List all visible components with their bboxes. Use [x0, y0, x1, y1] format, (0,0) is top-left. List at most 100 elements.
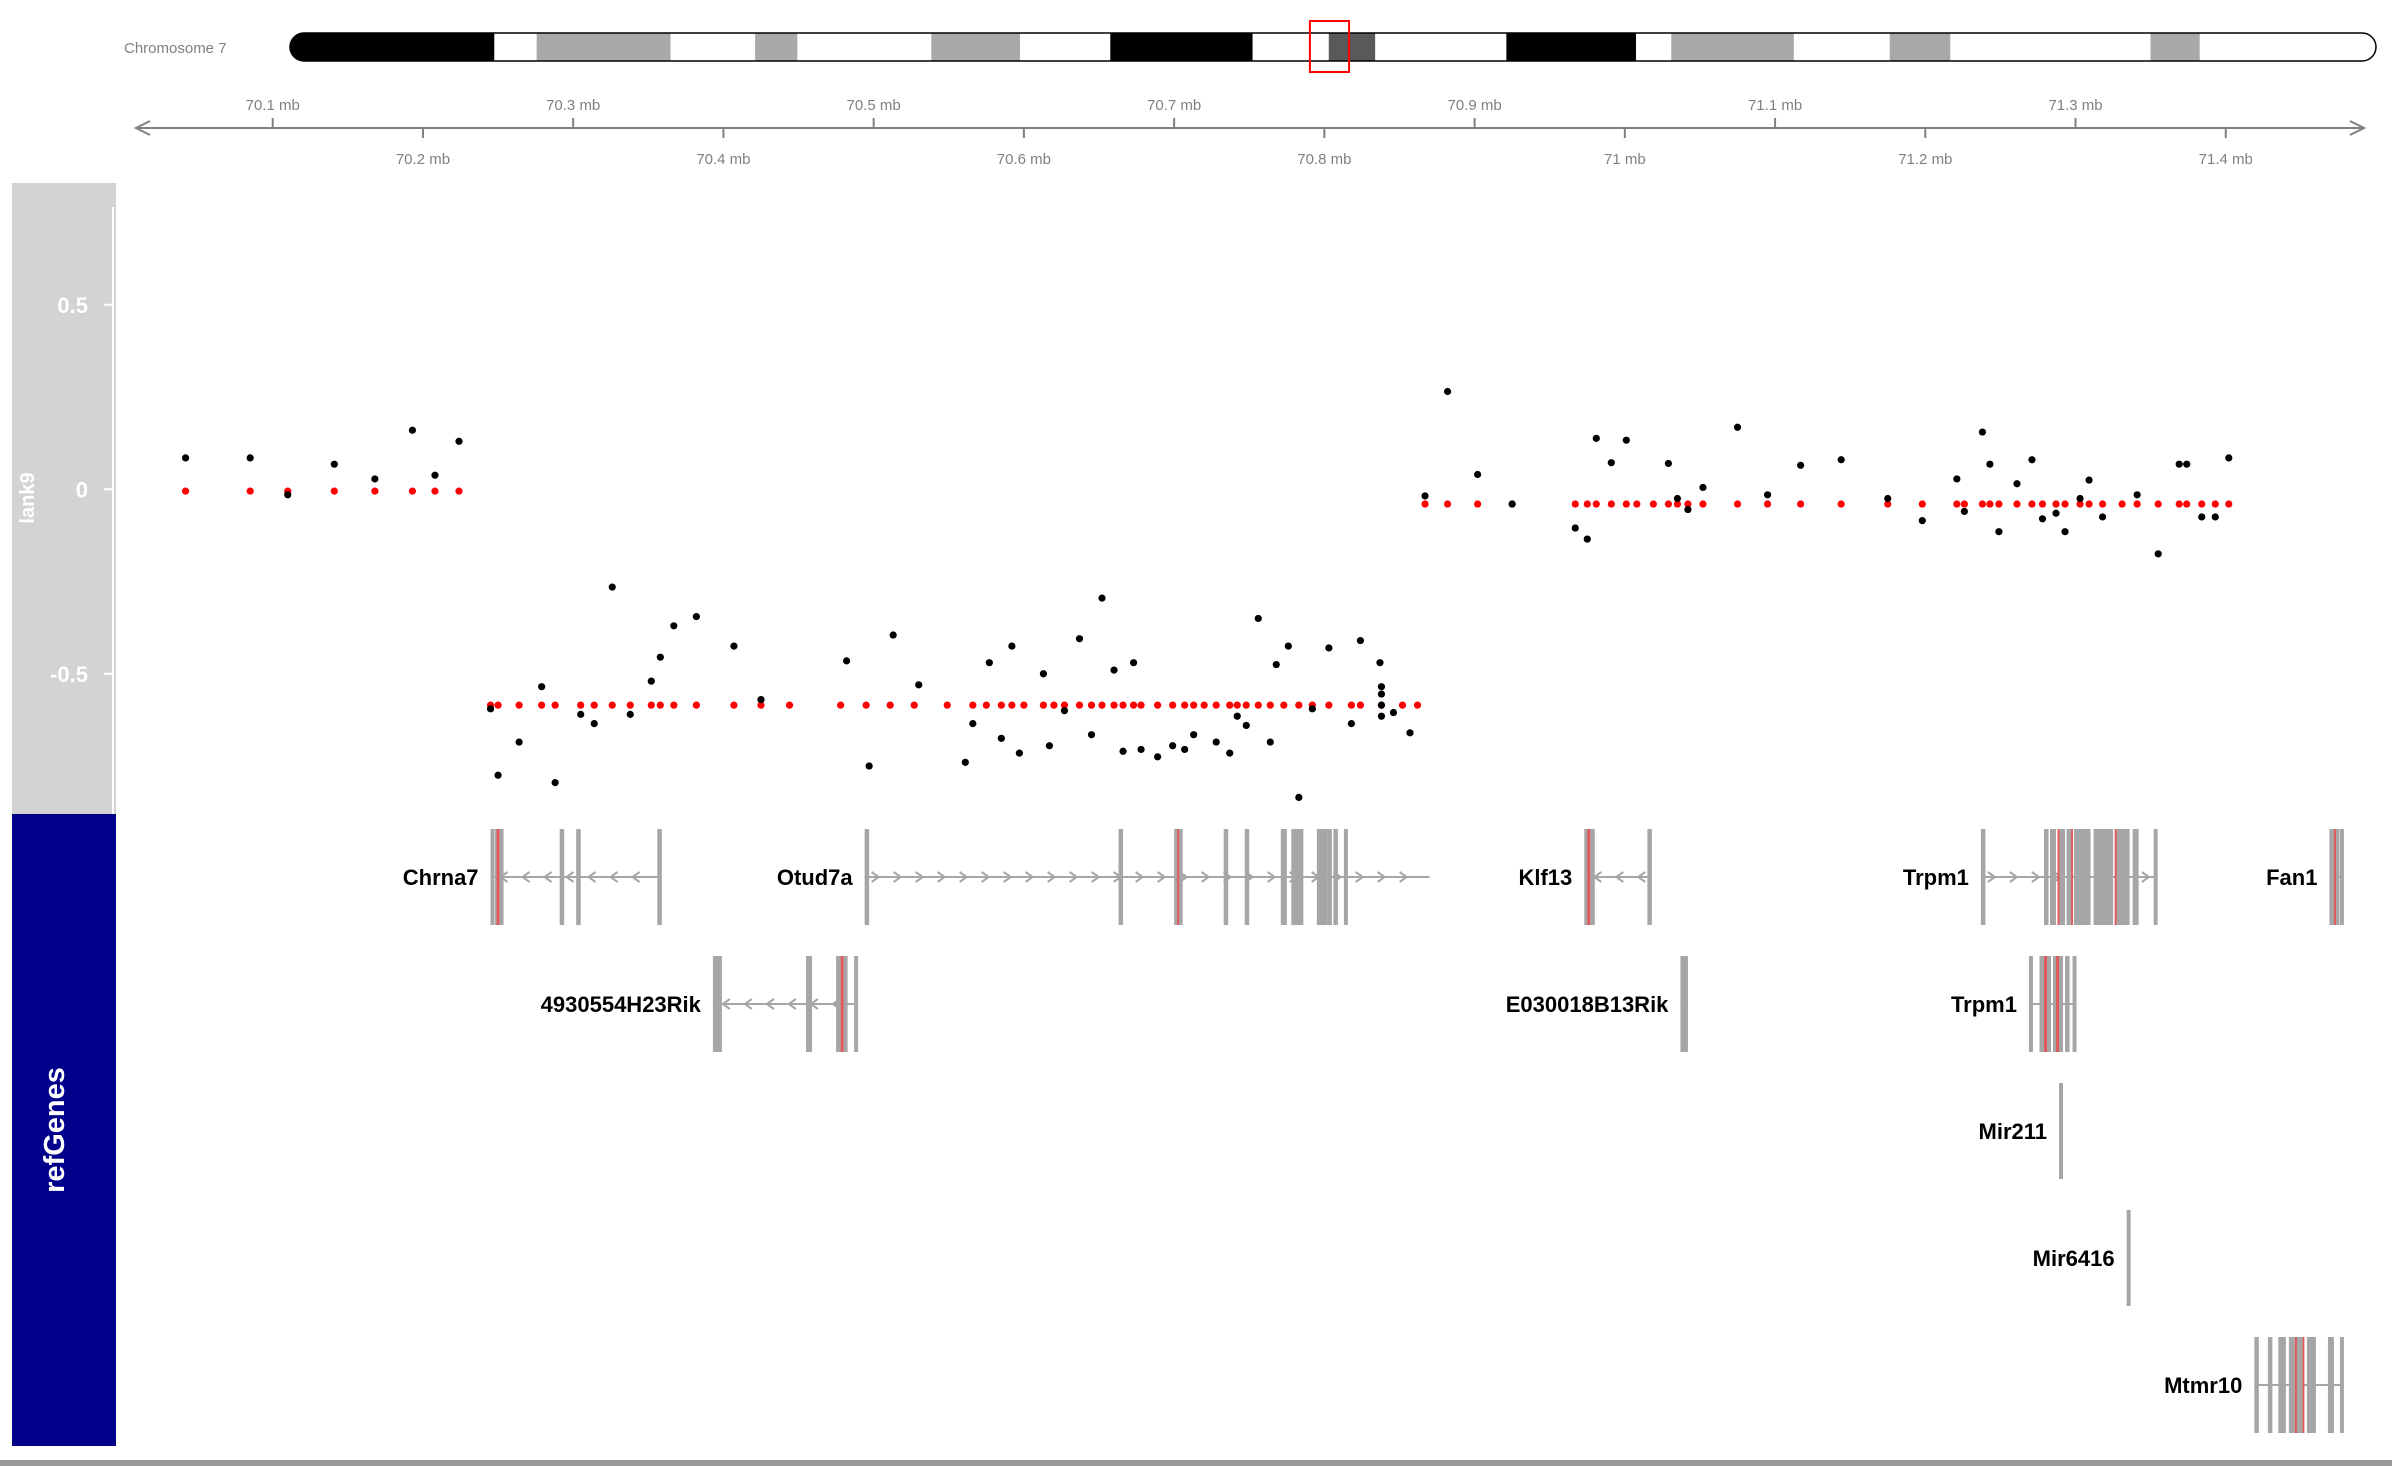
ideogram-band: [1252, 33, 1329, 61]
segment-point: [1060, 701, 1069, 709]
gene-model[interactable]: Klf13: [1518, 829, 1652, 925]
observed-point: [692, 612, 700, 621]
observed-point: [1377, 712, 1386, 720]
ideogram-band: [1110, 33, 1253, 61]
observed-point: [284, 491, 292, 499]
gene-model[interactable]: Trpm1: [1903, 829, 2158, 925]
strand-arrow-icon: [787, 998, 797, 1010]
strand-arrow-icon: [915, 871, 925, 883]
observed-point: [181, 454, 190, 462]
segment-point: [1953, 500, 1961, 508]
ideogram-current-region[interactable]: [1308, 20, 1351, 73]
segment-point: [647, 701, 655, 709]
gene-model[interactable]: Fan1: [2266, 829, 2344, 925]
segment-point: [1226, 701, 1234, 709]
observed-point: [1347, 719, 1356, 728]
gene-model[interactable]: Mtmr10: [2164, 1337, 2344, 1433]
gene-exon: [2043, 829, 2049, 925]
ideogram-track: Chromosome 7: [124, 20, 2377, 73]
segment-point: [2154, 500, 2162, 508]
strand-arrow-icon: [2141, 871, 2151, 883]
segment-point: [1154, 701, 1162, 709]
gene-label: Mir6416: [2033, 1246, 2115, 1271]
segment-point: [757, 701, 765, 709]
ideogram-band: [755, 33, 798, 61]
gene-model[interactable]: Mir211: [1979, 1083, 2064, 1179]
gene-model[interactable]: Trpm1: [1951, 956, 2077, 1052]
gene-utr: [2057, 829, 2060, 925]
observed-point: [1406, 729, 1414, 737]
strand-arrow-icon: [871, 871, 881, 883]
gene-exon: [1327, 829, 1332, 925]
gene-model[interactable]: 4930554H23Rik: [541, 956, 859, 1052]
gene-exon: [1343, 829, 1348, 925]
gene-exon: [2329, 829, 2334, 925]
segment-point: [1763, 500, 1772, 508]
segment-point: [246, 487, 254, 495]
observed-point: [1295, 793, 1303, 801]
segment-point: [1664, 500, 1673, 508]
segment-point: [1098, 701, 1106, 709]
segment-point: [2211, 500, 2219, 508]
observed-point: [1377, 690, 1386, 698]
gene-model[interactable]: E030018B13Rik: [1506, 956, 1688, 1052]
segment-point: [1181, 701, 1189, 709]
gene-exon: [2047, 956, 2052, 1052]
observed-point: [1356, 636, 1365, 645]
observed-point: [1592, 434, 1600, 442]
gene-exon: [806, 956, 813, 1052]
gene-model[interactable]: Otud7a: [777, 829, 1430, 925]
segment-point: [656, 701, 664, 709]
ideogram-band: [1793, 33, 1890, 61]
strand-arrow-icon: [630, 871, 641, 883]
gene-model[interactable]: Mir6416: [2033, 1210, 2131, 1306]
data-track-header[interactable]: [12, 183, 116, 814]
segment-point: [1583, 500, 1591, 508]
gene-exon: [2254, 1337, 2259, 1433]
segment-point: [1233, 701, 1241, 709]
observed-point: [656, 653, 664, 661]
observed-point: [431, 471, 439, 479]
observed-point: [1169, 742, 1177, 750]
axis-tick-label: 70.3 mb: [546, 97, 600, 114]
y-tick-label: 0.5: [57, 293, 88, 318]
gene-model[interactable]: Chrna7: [403, 829, 662, 925]
segment-point: [2013, 500, 2021, 508]
segment-point: [455, 487, 463, 495]
gene-exon: [2065, 956, 2070, 1052]
observed-point: [1953, 475, 1961, 483]
segment-point: [1633, 500, 1641, 508]
observed-point: [1087, 731, 1096, 739]
segment-point: [1119, 701, 1127, 709]
strand-arrow-icon: [1636, 871, 1646, 883]
segment-point: [408, 487, 417, 495]
observed-point: [1075, 635, 1084, 643]
segment-point: [494, 701, 502, 709]
gene-track-header[interactable]: [12, 814, 116, 1446]
axis-tick-label: 71.2 mb: [1898, 151, 1952, 168]
gene-label: Chrna7: [403, 865, 479, 890]
segment-point: [590, 701, 598, 709]
segment-point: [886, 701, 894, 709]
segment-point: [2098, 500, 2107, 508]
observed-point: [538, 683, 546, 691]
segment-point: [626, 701, 634, 709]
segment-point: [730, 701, 738, 709]
observed-point: [1995, 528, 2003, 536]
segment-point: [431, 487, 439, 495]
observed-point: [2061, 528, 2069, 536]
gene-utr: [2043, 956, 2048, 1052]
observed-point: [1884, 494, 1892, 503]
ideogram-band: [1889, 33, 1951, 61]
y-tick-label: 0: [76, 477, 88, 502]
observed-point: [1583, 535, 1591, 543]
segment-point: [910, 701, 918, 709]
observed-point: [1474, 470, 1482, 479]
ideogram-band: [2150, 33, 2200, 61]
segment-point: [2038, 500, 2047, 508]
ideogram-band: [797, 33, 932, 61]
strand-arrow-icon: [1267, 871, 1277, 883]
ideogram-band: [670, 33, 756, 61]
gene-track-title: refGenes: [39, 1067, 71, 1193]
segment-point: [1075, 701, 1084, 709]
